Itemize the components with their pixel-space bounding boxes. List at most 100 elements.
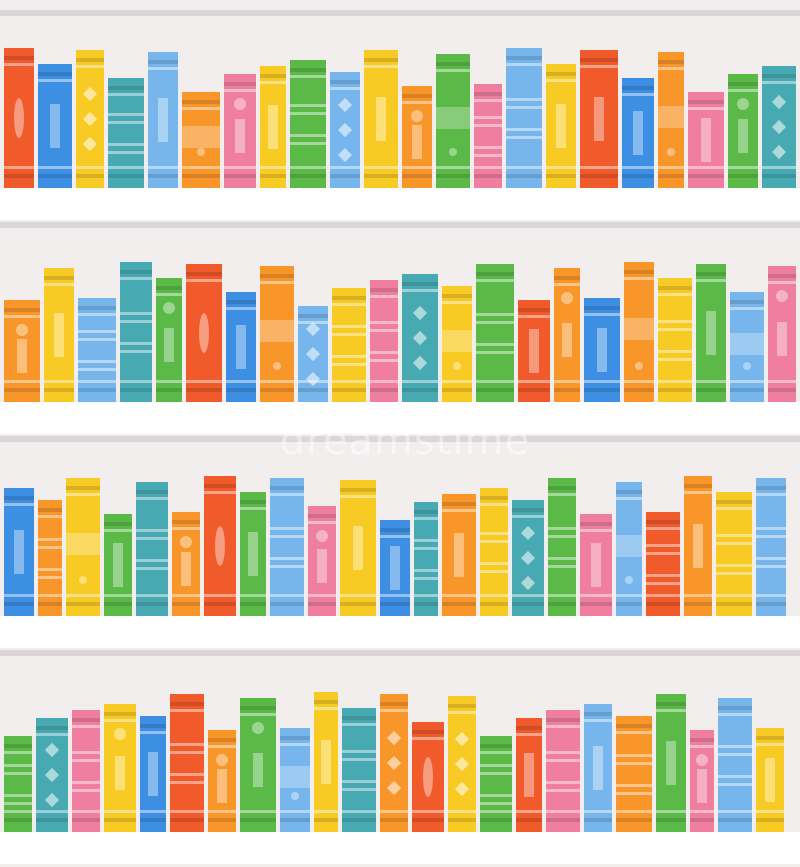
spine-band — [4, 751, 32, 754]
spine-dot — [696, 754, 708, 766]
spine-band — [414, 547, 438, 550]
spine-label — [562, 323, 572, 357]
spine-band — [240, 713, 276, 716]
spine-band — [684, 491, 712, 494]
spine-wide-band — [280, 766, 310, 788]
spine-diamond — [305, 371, 321, 387]
spine-band — [38, 602, 62, 606]
spine-band — [170, 810, 204, 813]
spine-label — [706, 311, 716, 355]
spine-band — [402, 166, 432, 169]
spine-band — [204, 602, 236, 606]
book-spine — [66, 478, 100, 616]
book-spine — [546, 64, 576, 188]
spine-band — [690, 818, 714, 822]
spine-band — [480, 744, 512, 748]
shelf-top-rail — [0, 650, 800, 656]
spine-band — [280, 743, 310, 746]
spine-band — [718, 810, 752, 813]
spine-band — [108, 151, 144, 154]
book-spine — [148, 52, 178, 188]
spine-label — [253, 753, 263, 787]
spine-band — [330, 80, 360, 84]
book-spine — [172, 512, 200, 616]
spine-wide-band — [66, 533, 100, 555]
book-spine — [240, 698, 276, 832]
spine-band — [330, 174, 360, 178]
spine-band — [716, 594, 752, 597]
spine-band — [718, 713, 752, 716]
book-spine — [224, 74, 256, 188]
spine-band — [624, 388, 654, 392]
book-spine — [120, 262, 152, 402]
book-spine — [260, 266, 294, 402]
spine-band — [480, 602, 508, 606]
spine-label — [376, 97, 386, 141]
spine-band — [4, 388, 40, 392]
spine-band — [730, 307, 764, 310]
spine-band — [506, 63, 542, 66]
spine-band — [728, 174, 758, 178]
spine-band — [616, 731, 652, 734]
spine-band — [370, 321, 398, 324]
spine-band — [156, 293, 182, 296]
spine-band — [756, 602, 786, 606]
spine-band — [76, 174, 104, 178]
spine-band — [512, 515, 544, 518]
spine-band — [546, 818, 580, 822]
spine-band — [474, 174, 502, 178]
book-spine — [762, 66, 796, 188]
spine-band — [412, 810, 444, 813]
book-spine — [4, 488, 34, 616]
spine-band — [516, 733, 542, 736]
spine-diamond — [386, 755, 402, 771]
spine-band — [270, 486, 304, 490]
spine-band — [616, 490, 642, 494]
spine-band — [480, 532, 508, 535]
spine-band — [342, 758, 376, 761]
spine-label — [268, 105, 278, 149]
spine-label — [236, 325, 246, 369]
spine-band — [718, 706, 752, 710]
spine-band — [658, 286, 692, 290]
spine-band — [66, 493, 100, 496]
spine-band — [756, 736, 784, 740]
spine-band — [364, 65, 398, 68]
book-spine — [684, 476, 712, 616]
spine-band — [616, 754, 652, 757]
spine-band — [414, 569, 438, 572]
spine-label — [321, 740, 331, 784]
spine-band — [718, 745, 752, 748]
book-spine — [756, 728, 784, 832]
spine-band — [436, 166, 470, 169]
spine-band — [548, 493, 576, 496]
spine-wide-band — [442, 330, 472, 352]
spine-band — [298, 388, 328, 392]
spine-band — [226, 380, 256, 383]
spine-band — [260, 81, 286, 84]
spine-band — [506, 174, 542, 178]
spine-band — [4, 308, 40, 312]
spine-band — [72, 789, 100, 792]
book-spine — [156, 278, 182, 402]
spine-band — [624, 277, 654, 280]
spine-band — [436, 69, 470, 72]
spine-band — [332, 363, 366, 366]
book-spine — [330, 72, 360, 188]
book-spine — [506, 48, 542, 188]
spine-label — [54, 313, 64, 357]
spine-band — [290, 68, 326, 72]
spine-band — [72, 751, 100, 754]
spine-band — [414, 602, 438, 606]
spine-band — [436, 174, 470, 178]
spine-band — [480, 818, 512, 822]
spine-band — [546, 72, 576, 76]
book-spine — [4, 736, 32, 832]
book-spine — [688, 92, 724, 188]
spine-band — [616, 762, 652, 765]
spine-band — [756, 493, 786, 496]
spine-band — [72, 725, 100, 728]
spine-band — [182, 166, 220, 169]
spine-dot — [79, 576, 87, 584]
